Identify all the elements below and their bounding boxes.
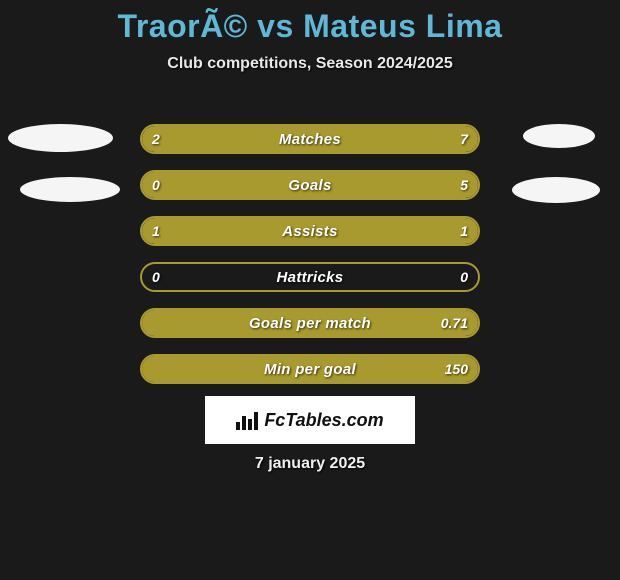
stat-label: Assists — [140, 216, 480, 246]
stat-value-right: 150 — [445, 354, 468, 384]
stat-value-right: 0 — [460, 262, 468, 292]
stat-value-right: 0.71 — [441, 308, 468, 338]
stat-row: Matches2 7 — [140, 124, 480, 154]
player-left-shape-1 — [8, 124, 113, 152]
date-text: 7 january 2025 — [0, 455, 620, 473]
stat-row: Assists1 1 — [140, 216, 480, 246]
stat-value-right: 5 — [460, 170, 468, 200]
stat-label: Hattricks — [140, 262, 480, 292]
page-title: TraorÃ© vs Mateus Lima — [0, 0, 620, 45]
stat-value-left: 1 — [152, 216, 160, 246]
player-right-shape-1 — [523, 124, 595, 148]
stat-row: Goals0 5 — [140, 170, 480, 200]
stat-label: Goals per match — [140, 308, 480, 338]
stat-row: Min per goal150 — [140, 354, 480, 384]
stat-label: Min per goal — [140, 354, 480, 384]
stats-bar-list: Matches27Goals05Assists11Hattricks00Goal… — [140, 124, 480, 400]
stat-value-left: 2 — [152, 124, 160, 154]
stat-row: Goals per match0.71 — [140, 308, 480, 338]
stat-value-right: 1 — [460, 216, 468, 246]
player-right-shape-2 — [512, 177, 600, 203]
stat-label: Matches — [140, 124, 480, 154]
stat-value-left: 0 — [152, 170, 160, 200]
page-subtitle: Club competitions, Season 2024/2025 — [0, 55, 620, 73]
stat-label: Goals — [140, 170, 480, 200]
logo-text: FcTables.com — [264, 410, 383, 431]
stat-value-left: 0 — [152, 262, 160, 292]
stat-value-right: 7 — [460, 124, 468, 154]
player-left-shape-2 — [20, 177, 120, 202]
fctables-logo: FcTables.com — [205, 396, 415, 444]
stat-row: Hattricks0 0 — [140, 262, 480, 292]
bar-chart-icon — [236, 410, 258, 430]
